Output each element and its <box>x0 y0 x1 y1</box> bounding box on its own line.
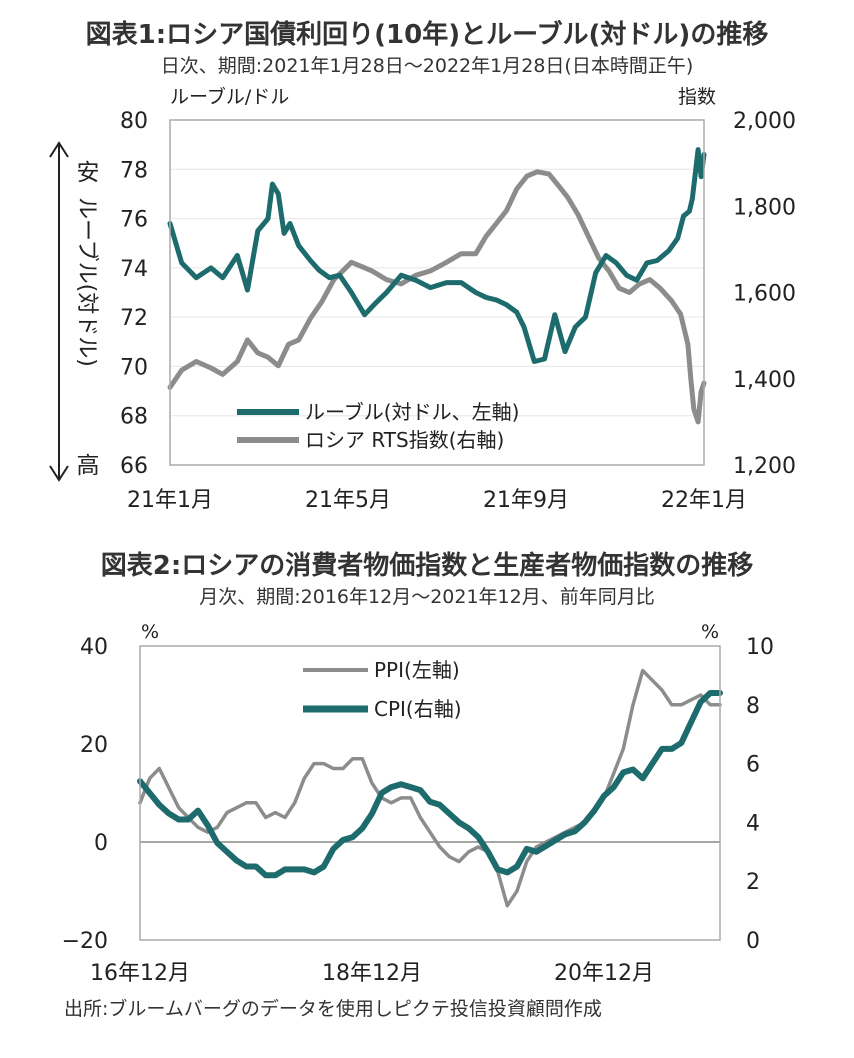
chart2-x-tick-label: 18年12月 <box>322 961 422 986</box>
chart1-right-tick-label: 1,600 <box>733 282 796 307</box>
chart2-right-tick-label: 8 <box>746 694 760 719</box>
chart1-plot-frame <box>169 119 705 466</box>
chart2-legend-cpi: CPI(右軸) <box>374 697 462 721</box>
chart1-right-tick-label: 1,800 <box>733 195 796 220</box>
chart1-left-tick-label: 68 <box>120 405 148 430</box>
chart1-right-tick-label: 2,000 <box>733 109 796 134</box>
chart1-left-tick-label: 70 <box>120 355 148 380</box>
chart2-right-unit: % <box>701 621 719 643</box>
chart1-x-tick-label: 21年1月 <box>127 488 213 513</box>
chart1-arrow-top-label: 安 <box>77 160 100 186</box>
chart2-legend: PPI(左軸) CPI(右軸) <box>303 658 462 721</box>
chart1-left-unit: ルーブル/ドル <box>170 85 289 108</box>
chart1-series-rts-line <box>167 169 707 425</box>
chart2-x-tick-label: 16年12月 <box>90 961 190 986</box>
chart2-left-tick-label: −20 <box>62 929 108 954</box>
chart2-x-tick-label: 20年12月 <box>554 961 654 986</box>
chart2-legend-ppi: PPI(左軸) <box>374 658 460 682</box>
chart1-left-tick-label: 74 <box>120 257 148 282</box>
chart2-series-ppi-line <box>138 668 722 908</box>
chart1-left-tick-label: 66 <box>120 454 148 479</box>
chart2-left-unit: % <box>141 621 159 643</box>
chart1-legend: ルーブル(対ドル、左軸) ロシア RTS指数(右軸) <box>237 400 519 452</box>
chart2-right-tick-label: 0 <box>746 929 760 954</box>
chart2-right-tick-label: 4 <box>746 811 760 836</box>
chart1-arrow-mid-label: ルーブル(対ドル) <box>74 197 99 367</box>
chart2-right-tick-label: 10 <box>746 635 774 660</box>
chart1-left-tick-label: 80 <box>120 109 148 134</box>
chart1: ルーブル/ドル 指数 安 ルーブル(対ドル) 高 66 68 70 72 74 76 78 8… <box>49 85 796 513</box>
chart1-left-tick-label: 76 <box>120 208 148 233</box>
chart2-subtitle: 月次、期間:2016年12月〜2021年12月、前年同月比 <box>199 586 655 608</box>
chart2-left-tick-label: 0 <box>94 831 108 856</box>
chart1-x-tick-label: 21年5月 <box>305 488 391 513</box>
chart2-series-cpi-line <box>137 690 723 879</box>
chart2-right-tick-label: 6 <box>746 753 760 778</box>
chart1-title: 図表1:ロシア国債利回り(10年)とルーブル(対ドル)の推移 <box>85 20 769 50</box>
chart2-right-tick-label: 2 <box>746 870 760 895</box>
chart1-x-tick-label: 22年1月 <box>661 488 747 513</box>
chart2-plot-frame <box>139 645 721 941</box>
source-note: 出所:ブルームバーグのデータを使用しピクテ投信投資顧問作成 <box>64 998 602 1020</box>
chart2-title: 図表2:ロシアの消費者物価指数と生産者物価指数の推移 <box>100 551 754 581</box>
chart1-left-tick-label: 78 <box>120 158 148 183</box>
chart1-direction-arrow <box>49 141 69 482</box>
chart1-subtitle: 日次、期間:2021年1月28日〜2022年1月28日(日本時間正午) <box>160 55 694 77</box>
chart1-legend-rts: ロシア RTS指数(右軸) <box>305 428 504 452</box>
chart1-right-unit: 指数 <box>678 86 716 108</box>
chart1-left-tick-label: 72 <box>120 306 148 331</box>
chart2-left-tick-label: 40 <box>80 635 108 660</box>
chart1-legend-ruble: ルーブル(対ドル、左軸) <box>305 400 519 424</box>
chart1-x-tick-label: 21年9月 <box>483 488 569 513</box>
chart1-series-ruble-line <box>167 147 707 364</box>
chart2-left-tick-label: 20 <box>80 733 108 758</box>
chart1-right-tick-label: 1,400 <box>733 368 796 393</box>
chart1-arrow-bottom-label: 高 <box>77 453 100 479</box>
chart1-right-tick-label: 1,200 <box>733 454 796 479</box>
